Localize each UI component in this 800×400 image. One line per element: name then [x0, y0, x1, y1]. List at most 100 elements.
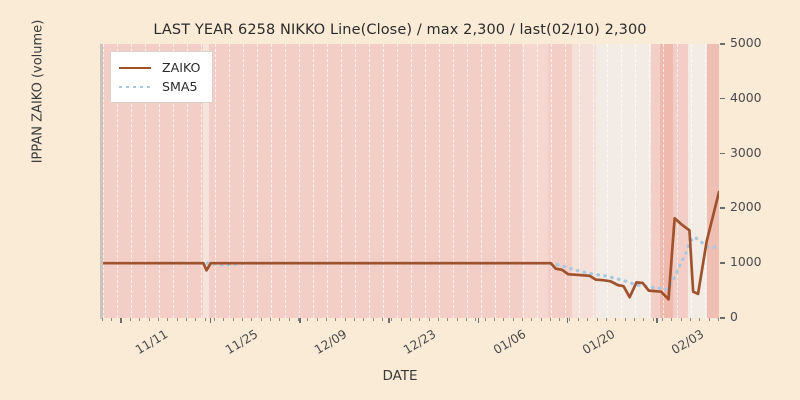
- gridline-vertical: [677, 44, 679, 318]
- y-axis-spine-left: [100, 44, 102, 319]
- x-tick-minor: [307, 318, 309, 321]
- x-tick-minor: [559, 318, 561, 321]
- x-tick-mark: [477, 318, 480, 323]
- x-tick-label: 01/06: [490, 327, 529, 358]
- x-tick-mark: [299, 318, 301, 323]
- x-tick-minor: [652, 318, 654, 321]
- gridline-vertical: [145, 44, 147, 318]
- x-tick-minor: [354, 318, 355, 321]
- x-tick-mark: [209, 318, 212, 323]
- x-tick-minor: [662, 318, 663, 321]
- gridline-vertical: [523, 44, 525, 318]
- x-tick-minor: [251, 318, 253, 321]
- gridline-vertical: [243, 44, 245, 318]
- gridline-vertical: [705, 44, 707, 318]
- background-band: [706, 44, 719, 318]
- x-tick-minor: [260, 318, 262, 321]
- gridline-vertical: [257, 44, 259, 318]
- background-band: [672, 44, 689, 318]
- x-tick-minor: [372, 318, 374, 321]
- x-tick-minor: [643, 318, 645, 321]
- y-tick-mark: [720, 97, 725, 100]
- gridline-vertical: [187, 44, 189, 318]
- gridline-vertical: [355, 44, 357, 318]
- x-tick-label: 12/23: [401, 327, 439, 358]
- gridline-vertical: [285, 44, 287, 318]
- x-tick-mark: [656, 318, 658, 323]
- x-tick-minor: [690, 318, 691, 321]
- x-tick-minor: [550, 318, 551, 321]
- x-tick-label: 11/25: [222, 327, 261, 358]
- background-band: [699, 44, 707, 318]
- x-tick-label: 01/20: [580, 327, 618, 358]
- x-tick-minor: [456, 318, 458, 321]
- gridline-vertical: [453, 44, 455, 318]
- gridline-vertical: [467, 44, 469, 318]
- gridline-vertical: [103, 44, 105, 318]
- gridline-vertical: [229, 44, 231, 318]
- x-tick-minor: [391, 318, 393, 321]
- y-tick-label: 5000: [730, 35, 762, 50]
- gridline-vertical: [649, 44, 651, 318]
- gridline-vertical: [537, 44, 539, 318]
- y-tick-label: 4000: [730, 89, 762, 105]
- x-tick-mark: [567, 318, 569, 323]
- x-tick-minor: [512, 318, 514, 321]
- x-tick-minor: [167, 318, 169, 321]
- x-tick-minor: [410, 318, 411, 321]
- background-band: [521, 44, 548, 318]
- x-tick-minor: [335, 318, 337, 321]
- x-tick-minor: [344, 318, 346, 321]
- y-tick-mark: [720, 43, 725, 45]
- series-layer: [103, 190, 719, 301]
- chart-legend: ZAIKO SMA5: [110, 51, 214, 103]
- gridline-vertical: [369, 44, 371, 318]
- x-tick-minor: [438, 318, 439, 321]
- x-tick-minor: [447, 318, 449, 321]
- x-tick-minor: [214, 318, 215, 321]
- x-tick-minor: [596, 318, 598, 321]
- grid-layer: [103, 44, 719, 318]
- x-tick-mark: [120, 318, 122, 323]
- background-band: [595, 44, 652, 318]
- x-tick-minor: [428, 318, 430, 321]
- x-tick-minor: [204, 318, 206, 321]
- x-tick-minor: [382, 318, 383, 321]
- gridline-vertical: [635, 44, 637, 318]
- x-tick-minor: [242, 318, 243, 321]
- gridline-vertical: [495, 44, 497, 318]
- x-tick-minor: [111, 318, 113, 321]
- x-tick-minor: [671, 318, 673, 321]
- x-tick-minor: [148, 318, 150, 321]
- x-tick-minor: [699, 318, 701, 321]
- gridline-vertical: [593, 44, 595, 318]
- x-tick-mark: [388, 318, 390, 323]
- x-tick-minor: [718, 318, 719, 321]
- x-tick-minor: [223, 318, 225, 321]
- x-tick-minor: [494, 318, 495, 321]
- gridline-vertical: [341, 44, 343, 318]
- y-tick-mark: [720, 262, 725, 264]
- y-tick-mark: [720, 207, 725, 209]
- gridline-vertical: [383, 44, 385, 318]
- x-tick-minor: [624, 318, 626, 321]
- x-tick-minor: [326, 318, 327, 321]
- gridline-vertical: [663, 44, 665, 318]
- x-tick-minor: [466, 318, 467, 321]
- gridline-vertical: [117, 44, 119, 318]
- legend-item-zaiko: ZAIKO: [119, 58, 200, 77]
- x-tick-minor: [606, 318, 607, 321]
- gridline-vertical: [215, 44, 217, 318]
- gridline-vertical: [621, 44, 623, 318]
- x-tick-minor: [158, 318, 159, 321]
- chart-title: LAST YEAR 6258 NIKKO Line(Close) / max 2…: [153, 22, 647, 38]
- x-tick-minor: [279, 318, 281, 321]
- x-tick-minor: [232, 318, 234, 321]
- x-tick-minor: [531, 318, 533, 321]
- x-tick-minor: [503, 318, 505, 321]
- gridline-vertical: [327, 44, 329, 318]
- x-axis-label: DATE: [382, 368, 418, 384]
- x-tick-minor: [130, 318, 131, 321]
- gridline-vertical: [271, 44, 273, 318]
